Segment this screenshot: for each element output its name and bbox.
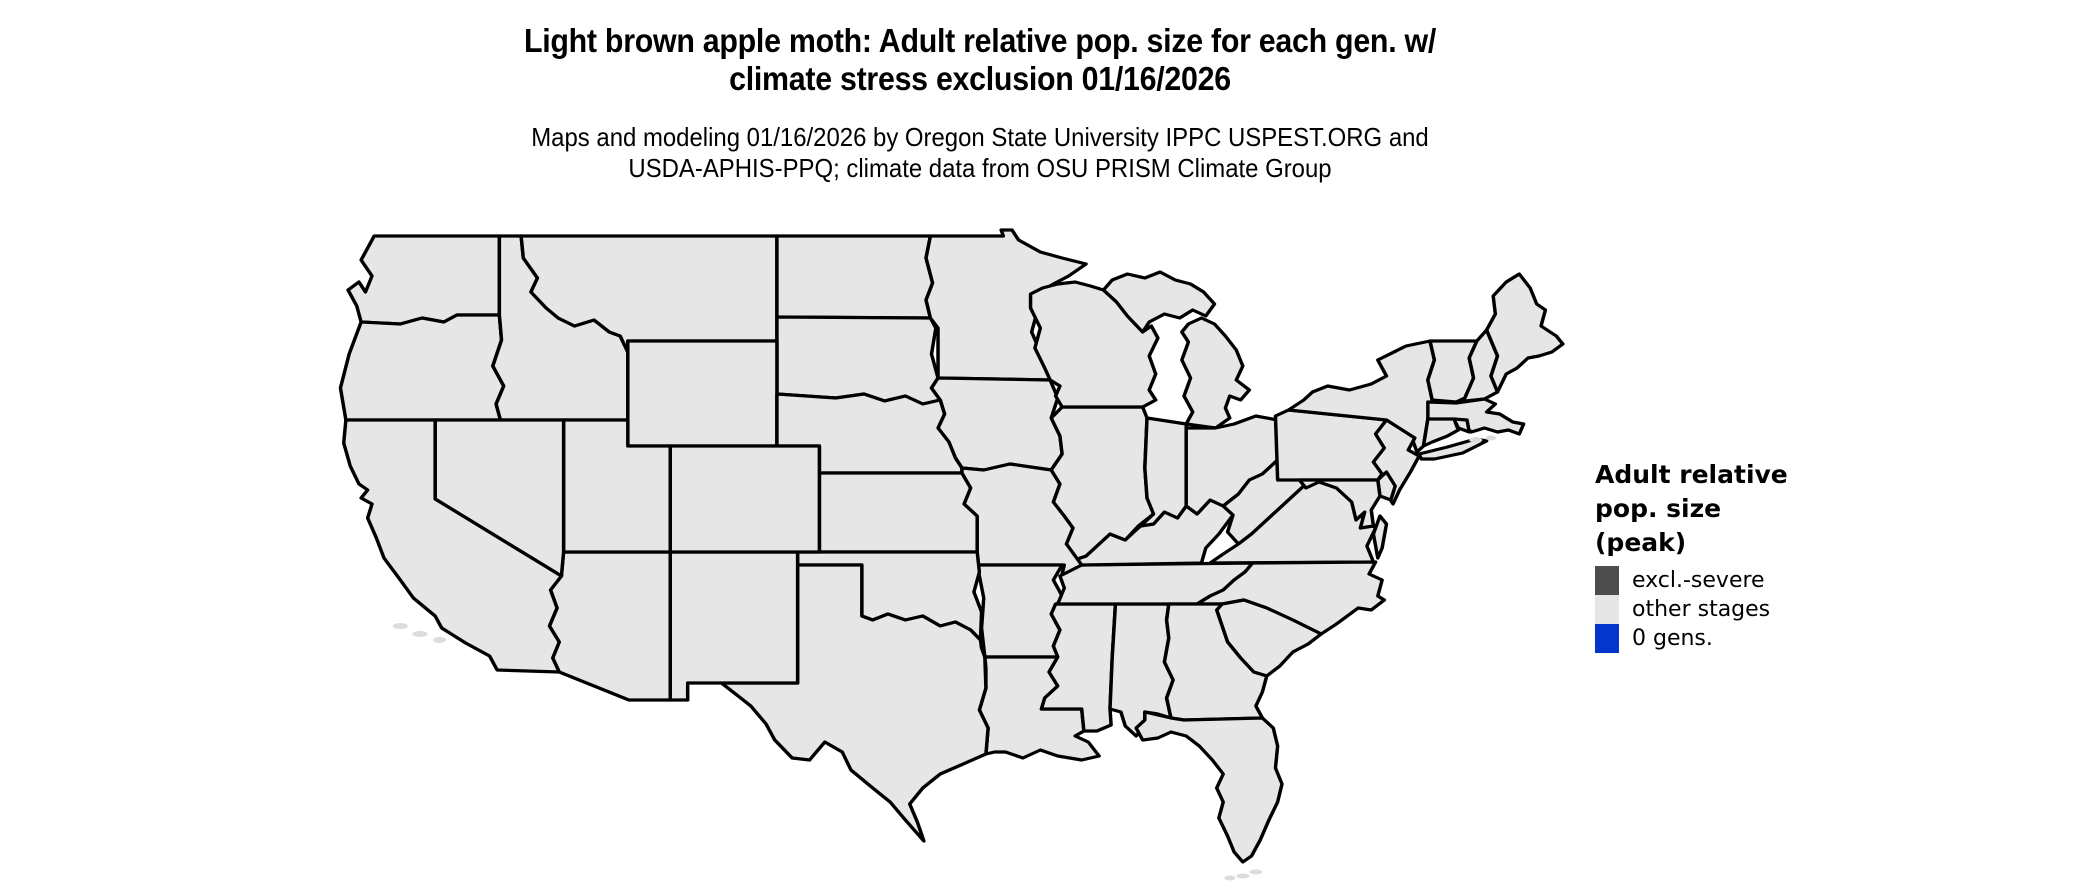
state-michigan-upper	[1101, 270, 1217, 334]
florida-key	[1236, 873, 1250, 879]
state-new-mexico	[668, 550, 800, 702]
legend-label-0-gens: 0 gens.	[1632, 626, 1713, 651]
legend-rows: excl.-severe other stages 0 gens.	[1595, 566, 2015, 653]
state-north-dakota	[775, 234, 935, 320]
legend-label-excl-severe: excl.-severe	[1632, 568, 1765, 593]
map-subtitle-line1: Maps and modeling 01/16/2026 by Oregon S…	[531, 122, 1429, 152]
state-michigan	[1180, 316, 1252, 430]
state-connecticut	[1421, 417, 1461, 448]
map-title: Light brown apple moth: Adult relative p…	[262, 22, 1697, 98]
legend-swatch-other-stages	[1595, 595, 1619, 624]
legend-swatch-excl-severe	[1595, 566, 1619, 595]
islets-layer	[392, 435, 1497, 881]
state-virginia-eastern-shore	[1371, 514, 1389, 560]
us-map	[335, 228, 1565, 890]
legend-title-line3: (peak)	[1595, 528, 1687, 557]
map-subtitle: Maps and modeling 01/16/2026 by Oregon S…	[262, 122, 1697, 184]
us-map-svg	[338, 228, 1565, 881]
state-california	[341, 418, 564, 674]
legend-title-line2: pop. size	[1595, 494, 1722, 523]
state-arizona	[547, 550, 672, 702]
state-maine	[1484, 272, 1565, 394]
state-oregon	[338, 313, 506, 422]
map-title-line1: Light brown apple moth: Adult relative p…	[523, 22, 1437, 59]
legend-title: Adult relative pop. size (peak)	[1595, 458, 2015, 560]
legend-row-0-gens: 0 gens.	[1595, 624, 2015, 653]
state-kansas	[817, 471, 979, 554]
legend-label-other-stages: other stages	[1632, 597, 1771, 622]
florida-key	[1249, 869, 1263, 875]
state-florida	[1134, 710, 1284, 864]
florida-key	[1224, 875, 1236, 881]
legend-swatch-0-gens	[1595, 624, 1619, 653]
state-south-dakota	[775, 315, 942, 406]
state-wyoming	[626, 339, 779, 448]
marthas-vineyard-island	[1485, 435, 1497, 441]
state-maryland	[1297, 478, 1382, 530]
legend-row-other-stages: other stages	[1595, 595, 2015, 624]
state-georgia	[1162, 602, 1269, 722]
state-arkansas	[975, 563, 1064, 659]
state-pennsylvania	[1273, 408, 1389, 482]
channel-island	[412, 631, 428, 637]
states-layer	[338, 228, 1565, 864]
state-colorado	[668, 444, 822, 554]
legend-title-line1: Adult relative	[1595, 460, 1788, 489]
state-wisconsin	[1028, 280, 1160, 409]
channel-island	[432, 637, 447, 643]
map-title-line2: climate stress exclusion 01/16/2026	[729, 60, 1231, 97]
state-new-york-long-island	[1417, 437, 1489, 461]
channel-island	[392, 623, 408, 629]
state-texas	[719, 563, 990, 843]
legend-row-excl-severe: excl.-severe	[1595, 566, 2015, 595]
nantucket-island	[1469, 437, 1483, 443]
state-washington	[346, 234, 502, 326]
map-subtitle-line2: USDA-APHIS-PPQ; climate data from OSU PR…	[628, 153, 1332, 183]
legend: Adult relative pop. size (peak) excl.-se…	[1595, 458, 2015, 653]
